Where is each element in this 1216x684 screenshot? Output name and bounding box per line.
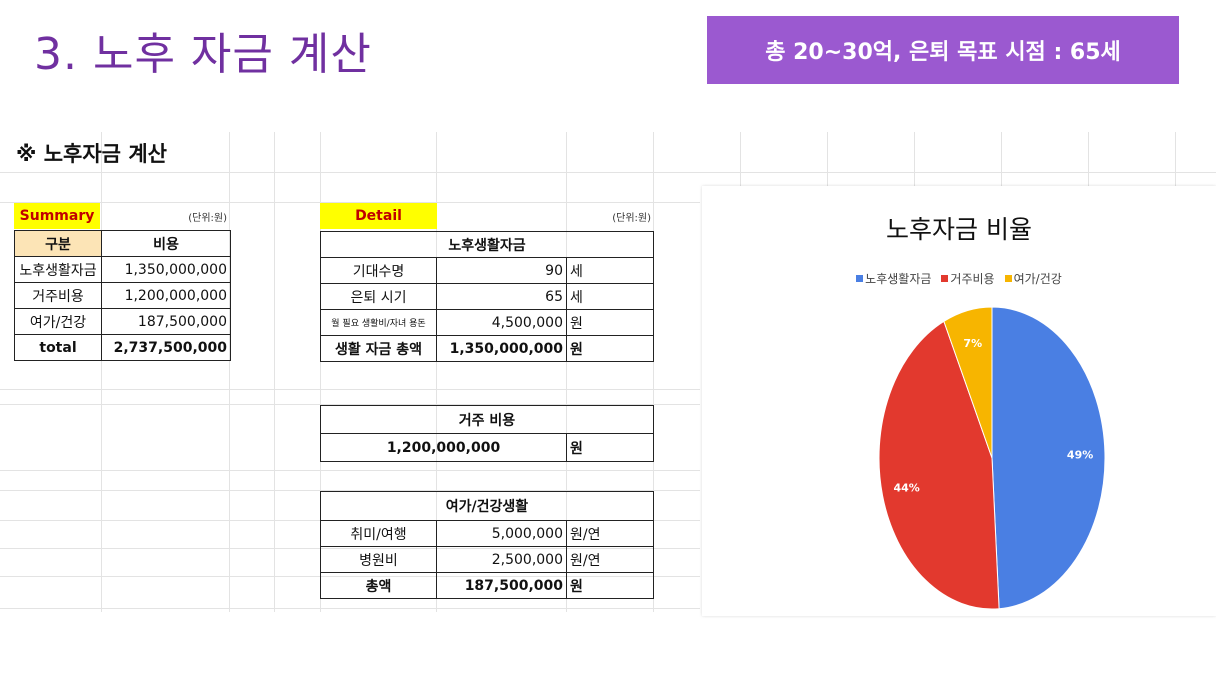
pie-slice — [943, 306, 993, 459]
leisure-health-title: 여가/건강생활 — [320, 491, 654, 521]
table-row: 월 필요 생활비/자녀 용돈 4,500,000 원 — [320, 309, 654, 336]
detail-unit: 세 — [566, 283, 654, 310]
pie-chart-panel[interactable]: 노후자금 비율 노후생활자금 거주비용 여가/건강 49% 44% 7% — [702, 186, 1216, 616]
legend-swatch — [856, 275, 864, 282]
detail-unit-note: (단위:원) — [612, 212, 651, 224]
legend-swatch — [1004, 275, 1012, 282]
summary-cell-cost: 1,200,000,000 — [101, 282, 231, 309]
detail-value: 90 — [436, 257, 567, 284]
detail-item: 은퇴 시기 — [320, 283, 437, 310]
table-row: 여가/건강 187,500,000 — [14, 308, 231, 335]
summary-cell-category: 여가/건강 — [14, 308, 102, 335]
table-row: 총액 187,500,000 원 — [320, 572, 654, 599]
summary-total-row: total 2,737,500,000 — [14, 334, 231, 361]
summary-cell-cost: 187,500,000 — [101, 308, 231, 335]
leisure-health-table: 여가/건강생활 취미/여행 5,000,000 원/연 병원비 2,500,00… — [320, 491, 654, 599]
detail-item: 취미/여행 — [320, 520, 437, 547]
goal-banner: 총 20~30억, 은퇴 목표 시점 : 65세 — [707, 16, 1179, 84]
living-expense-title: 노후생활자금 — [320, 231, 654, 258]
pie-data-label: 49% — [1067, 448, 1093, 461]
table-row: 병원비 2,500,000 원/연 — [320, 546, 654, 573]
detail-unit: 원/연 — [566, 520, 654, 547]
legend-swatch — [941, 275, 949, 282]
detail-item: 생활 자금 총액 — [320, 335, 437, 362]
slide-title: 3. 노후 자금 계산 — [34, 29, 372, 80]
table-row: 생활 자금 총액 1,350,000,000 원 — [320, 335, 654, 362]
detail-unit: 원 — [566, 572, 654, 599]
detail-value: 5,000,000 — [436, 520, 567, 547]
housing-table: 거주 비용 1,200,000,000 원 — [320, 405, 654, 462]
housing-title: 거주 비용 — [320, 405, 654, 434]
detail-unit: 원 — [566, 335, 654, 362]
sheet-heading: ※ 노후자금 계산 — [16, 142, 167, 166]
pie-data-label: 7% — [963, 337, 982, 350]
detail-value: 187,500,000 — [436, 572, 567, 599]
pie-slice — [991, 306, 1106, 610]
detail-unit: 세 — [566, 257, 654, 284]
table-row: 은퇴 시기 65 세 — [320, 283, 654, 310]
table-row: 거주비용 1,200,000,000 — [14, 282, 231, 309]
housing-unit: 원 — [566, 433, 654, 462]
detail-item: 병원비 — [320, 546, 437, 573]
living-expense-table: 노후생활자금 기대수명 90 세 은퇴 시기 65 세 월 필요 생활비/자녀 … — [320, 231, 654, 362]
detail-item: 기대수명 — [320, 257, 437, 284]
legend-label: 노후생활자금 — [865, 272, 932, 286]
detail-label: Detail — [320, 203, 437, 229]
legend-item: 노후생활자금 — [856, 270, 931, 287]
summary-cell-category: 거주비용 — [14, 282, 102, 309]
summary-cell-category: 노후생활자금 — [14, 256, 102, 283]
detail-value: 65 — [436, 283, 567, 310]
summary-header-row: 구분 비용 — [14, 230, 231, 257]
legend-label: 여가/건강 — [1013, 272, 1062, 286]
housing-value: 1,200,000,000 — [320, 433, 567, 462]
summary-total-value: 2,737,500,000 — [101, 334, 231, 361]
legend-item: 여가/건강 — [1004, 270, 1062, 287]
chart-legend: 노후생활자금 거주비용 여가/건강 — [702, 270, 1216, 287]
summary-cell-cost: 1,350,000,000 — [101, 256, 231, 283]
summary-total-label: total — [14, 334, 102, 361]
detail-unit: 원/연 — [566, 546, 654, 573]
summary-table: 구분 비용 노후생활자금 1,350,000,000 거주비용 1,200,00… — [14, 230, 231, 361]
pie-chart: 49% 44% 7% — [878, 306, 1106, 610]
detail-value: 1,350,000,000 — [436, 335, 567, 362]
summary-unit-note: (단위:원) — [188, 212, 227, 224]
table-row: 노후생활자금 1,350,000,000 — [14, 256, 231, 283]
summary-col-category: 구분 — [14, 230, 102, 257]
legend-label: 거주비용 — [950, 272, 995, 286]
detail-item: 월 필요 생활비/자녀 용돈 — [320, 309, 437, 336]
summary-col-cost: 비용 — [101, 230, 231, 257]
detail-value: 2,500,000 — [436, 546, 567, 573]
detail-value: 4,500,000 — [436, 309, 567, 336]
detail-item: 총액 — [320, 572, 437, 599]
legend-item: 거주비용 — [941, 270, 995, 287]
summary-label: Summary — [14, 203, 100, 229]
table-row: 기대수명 90 세 — [320, 257, 654, 284]
table-row: 취미/여행 5,000,000 원/연 — [320, 520, 654, 547]
chart-title: 노후자금 비율 — [886, 215, 1032, 244]
detail-unit: 원 — [566, 309, 654, 336]
pie-data-label: 44% — [893, 481, 919, 494]
